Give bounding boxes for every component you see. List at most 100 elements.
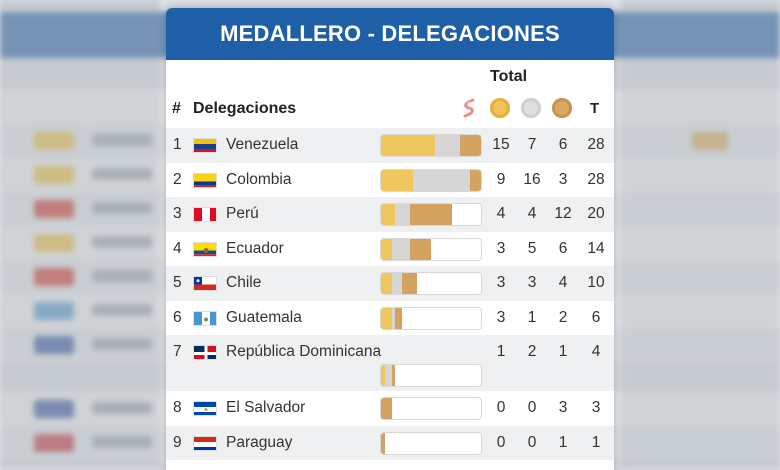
gold-medal-icon[interactable] [490,98,510,118]
bronze-count: 6 [558,239,568,257]
gold-bar-segment [381,365,385,386]
colombia-flag-icon [193,172,217,188]
bronze-count: 1 [558,433,568,451]
delegations-header[interactable]: Delegaciones [193,100,297,117]
bronze-bar-segment [459,135,481,156]
rank: 8 [173,399,182,416]
medal-bar [380,203,482,226]
gold-count: 3 [496,274,506,291]
sort-icon[interactable] [458,97,480,119]
bronze-bar-segment [381,398,392,419]
delegation-name[interactable]: Colombia [226,170,292,188]
bronze-count: 3 [558,399,568,416]
silver-count: 0 [527,399,537,416]
table-row[interactable]: 4 Ecuador 3 5 6 14 [166,232,614,267]
medal-bar [380,364,482,387]
table-header: Total # Delegaciones T [166,60,614,128]
silver-bar-segment [391,273,403,294]
silver-count: 7 [527,136,537,153]
table-row[interactable]: 3 Perú 4 4 12 20 [166,197,614,232]
medal-bar [380,237,482,261]
silver-bar-segment [395,204,410,225]
table-row[interactable]: 7 República Dominicana 1 2 1 4 [166,335,614,391]
silver-count: 4 [527,205,537,222]
silver-count: 5 [527,239,537,257]
delegation-name[interactable]: Paraguay [226,433,293,451]
delegation-name[interactable]: Chile [226,274,262,291]
table-row[interactable]: 5 Chile 3 3 4 10 [166,266,614,301]
bronze-bar-segment [409,204,453,225]
silver-bar-segment [434,135,460,156]
table-row[interactable]: 2 Colombia 9 16 3 28 [166,163,614,198]
gold-count: 15 [492,136,510,153]
bronze-medal-icon[interactable] [552,98,572,118]
gold-bar-segment [381,135,435,156]
silver-medal-icon[interactable] [521,98,541,118]
bronze-count: 12 [554,205,572,222]
total-count: 3 [591,399,601,416]
table-row[interactable]: 6 Guatemala 3 1 2 6 [166,301,614,336]
silver-count: 0 [527,433,537,451]
gold-count: 3 [496,239,506,257]
gold-bar-segment [381,169,414,191]
delegation-name[interactable]: Venezuela [226,136,299,153]
total-count: 10 [587,274,605,291]
delegation-name[interactable]: El Salvador [226,399,306,416]
total-count: 1 [591,433,601,451]
total-count: 28 [587,136,605,153]
page-title: MEDALLERO - DELEGACIONES [220,21,560,46]
bronze-count: 2 [558,308,568,326]
total-count: 14 [587,239,605,257]
medal-bar [380,397,482,420]
medal-bar [380,306,482,330]
bronze-bar-segment [381,432,385,454]
delegation-name[interactable]: Guatemala [226,308,302,326]
gold-bar-segment [381,238,392,260]
delegation-name[interactable]: Perú [226,205,259,222]
silver-count: 1 [527,308,537,326]
bronze-bar-segment [402,273,417,294]
rank: 1 [173,136,182,153]
gold-count: 0 [496,433,506,451]
silver-count: 3 [527,274,537,291]
rank: 6 [173,308,182,326]
rank-header: # [172,100,181,117]
bronze-bar-segment [409,238,431,260]
total-count: 6 [591,308,601,326]
bronze-count: 3 [558,170,568,188]
chile-flag-icon [193,276,217,291]
medal-bar [380,134,482,157]
gold-count: 3 [496,308,506,326]
rank: 3 [173,205,182,222]
silver-bar-segment [384,365,392,386]
table-row[interactable]: 1 Venezuela 15 7 6 28 [166,128,614,163]
peru-flag-icon [193,207,217,222]
bronze-count: 1 [558,343,568,360]
bronze-bar-segment [395,307,403,329]
silver-bar-segment [391,238,410,260]
guatemala-flag-icon [193,310,217,326]
total-header: Total [490,68,528,85]
rank: 4 [173,239,182,257]
medal-bar [380,168,482,192]
total-count: 28 [587,170,605,188]
el-salvador-flag-icon [193,401,217,416]
gold-count: 9 [496,170,506,188]
rank: 9 [173,433,182,451]
ecuador-flag-icon [193,241,217,257]
bronze-bar-segment [470,169,481,191]
dominican-republic-flag-icon [193,345,217,360]
total-column-header[interactable]: T [590,100,600,117]
gold-bar-segment [381,307,392,329]
delegation-name[interactable]: Ecuador [226,239,284,257]
medal-bar [380,272,482,295]
gold-bar-segment [381,204,396,225]
total-count: 20 [587,205,605,222]
table-row[interactable]: 9 Paraguay 0 0 1 1 [166,425,614,460]
title-bar: MEDALLERO - DELEGACIONES [166,8,614,60]
delegation-name[interactable]: República Dominicana [226,343,382,360]
rank: 7 [173,343,182,360]
bronze-bar-segment [391,365,396,386]
gold-count: 4 [496,205,506,222]
table-row[interactable]: 8 El Salvador 0 0 3 3 [166,391,614,426]
